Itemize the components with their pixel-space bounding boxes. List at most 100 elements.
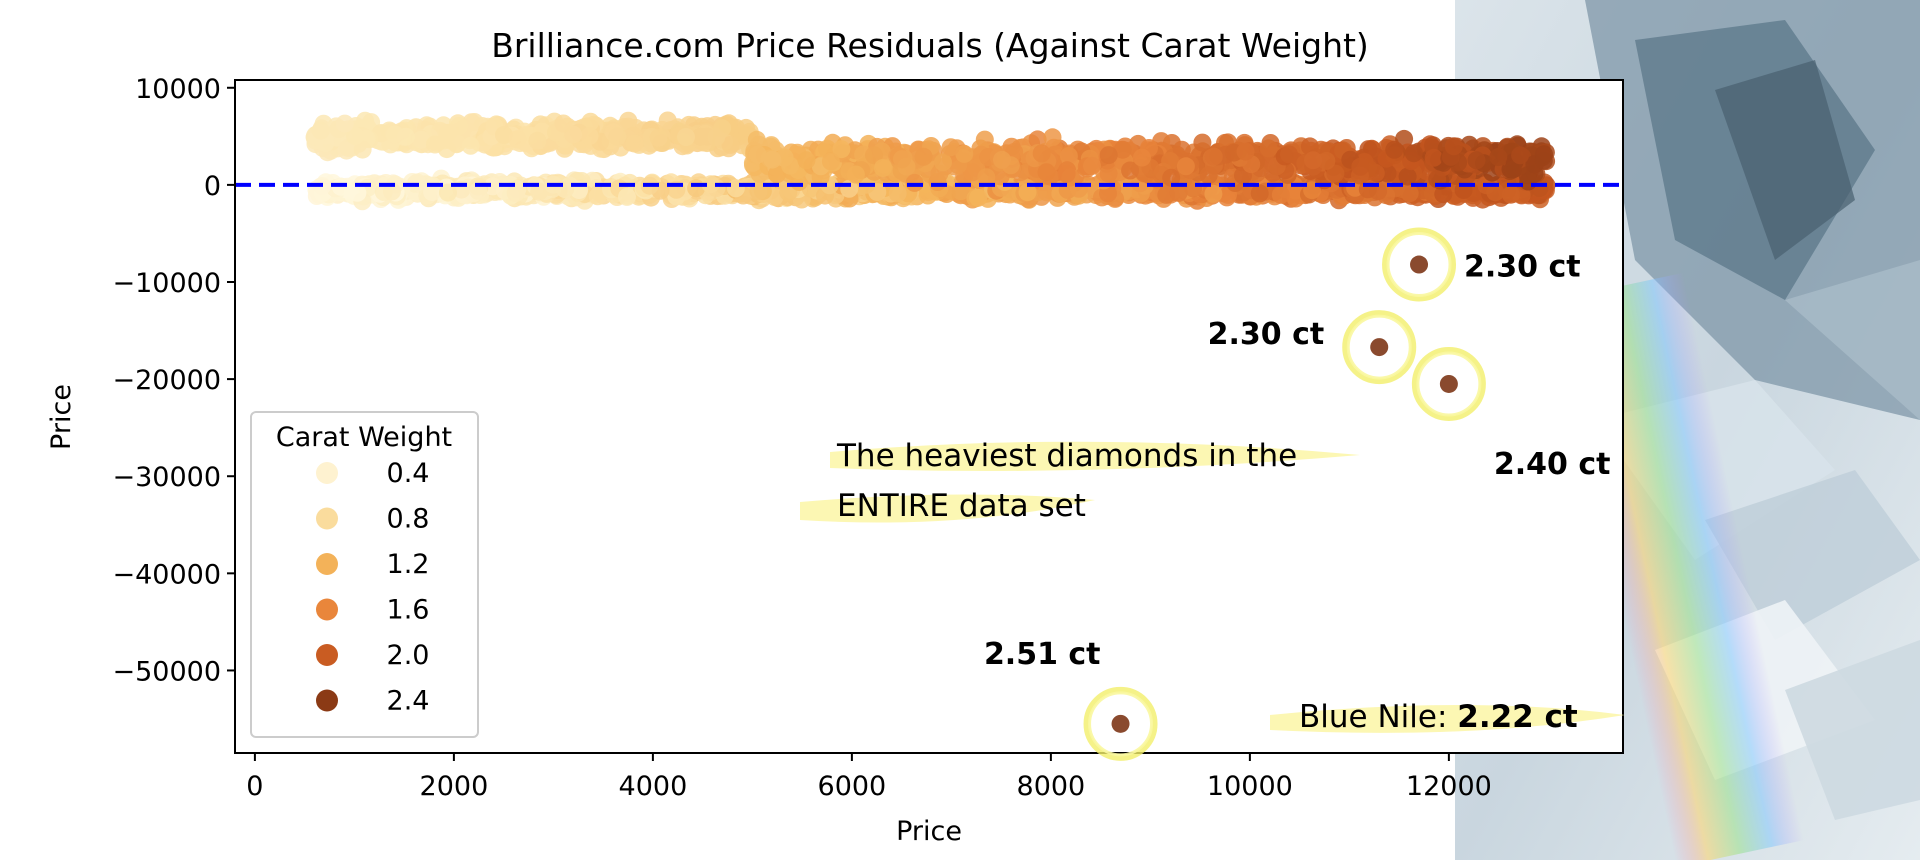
legend-label: 1.6 <box>387 595 430 626</box>
data-point <box>934 153 952 172</box>
legend-marker <box>316 553 338 575</box>
y-tick-label: −40000 <box>112 559 221 590</box>
data-point <box>1271 185 1290 204</box>
y-axis-label: Price <box>46 384 77 450</box>
data-point <box>1018 183 1037 202</box>
highlight-ring <box>1411 346 1486 421</box>
data-point <box>311 121 330 140</box>
data-point <box>1351 157 1370 176</box>
data-point <box>969 188 988 207</box>
x-axis: 0 2000 4000 6000 8000 10000 12000 <box>246 753 1492 802</box>
data-point <box>439 183 457 202</box>
data-point <box>737 118 755 137</box>
legend: Carat Weight 0.4 0.8 1.2 1.6 2.0 2.4 <box>250 411 479 738</box>
data-point <box>1236 142 1255 161</box>
annotation-blue-nile: Blue Nile: 2.22 ct <box>1299 699 1578 735</box>
x-tick-label: 6000 <box>818 771 887 802</box>
data-point <box>1161 152 1180 170</box>
data-point <box>1204 184 1223 203</box>
data-point <box>385 125 404 144</box>
data-point <box>1099 164 1118 183</box>
legend-label: 2.0 <box>387 640 430 671</box>
legend-label: 2.4 <box>387 686 430 717</box>
data-point <box>846 165 865 184</box>
legend-title: Carat Weight <box>276 422 452 453</box>
blue-nile-value: 2.22 ct <box>1457 699 1578 735</box>
data-point <box>1444 137 1463 156</box>
data-point <box>993 150 1011 169</box>
data-point <box>1489 148 1508 167</box>
data-point <box>1486 183 1505 202</box>
data-point <box>508 130 527 149</box>
outlier-label: 2.30 ct <box>1464 250 1581 285</box>
data-point <box>1535 145 1553 164</box>
data-point <box>1467 151 1486 170</box>
data-point <box>1057 164 1076 183</box>
data-point <box>423 183 442 201</box>
legend-marker <box>316 507 338 530</box>
data-point <box>382 182 401 201</box>
data-point <box>1193 133 1212 152</box>
data-point <box>748 145 767 164</box>
data-point <box>412 130 431 149</box>
data-point <box>1133 148 1151 167</box>
data-point <box>865 146 883 165</box>
y-tick-label: 0 <box>204 171 221 202</box>
data-point <box>1317 151 1336 170</box>
data-point <box>581 112 600 131</box>
data-point <box>1113 140 1132 159</box>
data-point <box>1404 144 1423 163</box>
data-point <box>781 156 800 175</box>
legend-label: 0.4 <box>387 458 430 489</box>
data-point <box>1121 161 1140 180</box>
highlight-ring-inner <box>1416 351 1482 417</box>
data-point <box>1037 183 1056 202</box>
x-tick-label: 12000 <box>1406 771 1492 802</box>
outlier-point <box>1370 338 1389 357</box>
outlier-label: 2.30 ct <box>1208 317 1325 352</box>
legend-marker <box>316 644 338 666</box>
data-point <box>1083 156 1101 175</box>
data-point <box>1259 139 1278 158</box>
data-point <box>713 119 732 138</box>
y-tick-label: −10000 <box>112 268 221 299</box>
data-point <box>1424 148 1443 167</box>
data-point <box>1199 166 1218 185</box>
data-point <box>1503 160 1522 179</box>
data-point <box>353 140 372 159</box>
data-point <box>963 163 982 182</box>
data-point <box>346 127 365 145</box>
highlight-ring-inner <box>1088 691 1154 757</box>
y-axis: 10000 0 −10000 −20000 −30000 −40000 −50000 <box>112 74 235 687</box>
data-point <box>1280 145 1298 164</box>
data-point <box>1043 128 1062 147</box>
data-point <box>873 159 892 177</box>
data-point <box>554 114 573 133</box>
data-point <box>888 184 907 203</box>
data-point <box>1434 185 1453 204</box>
data-point <box>1511 146 1530 165</box>
data-point <box>1099 146 1118 165</box>
data-point <box>1326 164 1345 183</box>
highlight-ring <box>1382 227 1457 302</box>
data-point <box>832 140 851 159</box>
data-point <box>335 114 354 133</box>
data-point <box>1300 137 1319 156</box>
highlighted-points: 2.30 ct 2.30 ct 2.40 ct 2.51 ct <box>984 227 1610 761</box>
data-point <box>1385 140 1404 159</box>
data-point <box>625 134 644 153</box>
highlight-ring <box>1342 310 1417 385</box>
data-point <box>1032 144 1051 163</box>
data-point <box>701 175 720 194</box>
data-point <box>1162 168 1181 187</box>
outlier-point <box>1439 374 1458 393</box>
data-point <box>619 111 638 130</box>
annotations: The heaviest diamonds in the ENTIRE data… <box>800 438 1625 735</box>
data-point <box>1501 185 1520 204</box>
data-point <box>1059 147 1078 165</box>
outlier-point <box>1410 255 1429 274</box>
x-tick-label: 0 <box>246 771 263 802</box>
data-point <box>1250 184 1269 203</box>
outlier-label: 2.51 ct <box>984 637 1101 672</box>
data-point <box>450 117 468 135</box>
